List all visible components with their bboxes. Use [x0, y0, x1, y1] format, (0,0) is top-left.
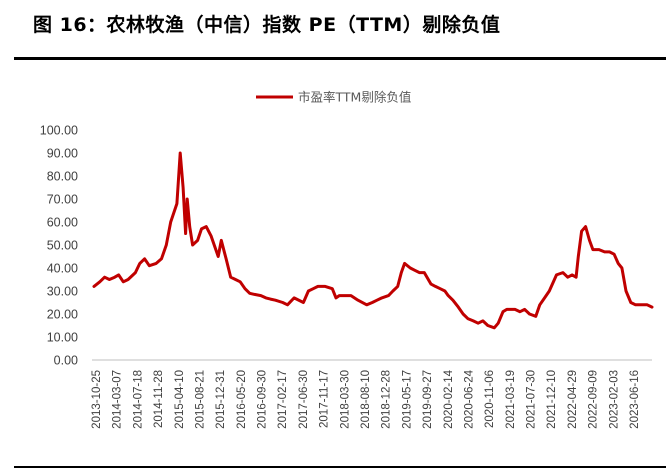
x-tick-label: 2018-03-30 — [339, 370, 351, 429]
x-tick-label: 2022-04-29 — [567, 370, 579, 429]
x-tick-label: 2020-02-14 — [443, 369, 455, 428]
x-tick-label: 2017-06-30 — [298, 370, 310, 429]
x-tick-label: 2014-07-18 — [132, 370, 144, 429]
x-tick-label: 2015-04-10 — [174, 370, 186, 429]
x-tick-label: 2023-02-03 — [608, 370, 620, 429]
y-tick-label: 30.00 — [47, 285, 78, 299]
y-tick-label: 80.00 — [47, 170, 78, 184]
y-tick-label: 100.00 — [40, 124, 78, 138]
x-tick-label: 2023-06-16 — [629, 370, 641, 429]
series-layer — [92, 151, 654, 330]
x-tick-label: 2014-03-07 — [112, 370, 124, 429]
x-axis: 2013-10-25 2014-03-07 2014-07-18 2014-11-28… — [91, 369, 641, 428]
x-tick-label: 2021-12-10 — [546, 370, 558, 429]
x-tick-label: 2022-09-09 — [588, 370, 600, 429]
y-tick-label: 40.00 — [47, 262, 78, 276]
x-tick-label: 2017-11-17 — [319, 370, 331, 428]
x-tick-label: 2015-12-31 — [215, 370, 227, 429]
y-axis: 0.00 10.00 20.00 30.00 40.00 50.00 60.00 70.00 8… — [40, 124, 78, 368]
y-tick-label: 70.00 — [47, 193, 78, 207]
y-tick-label: 10.00 — [47, 331, 78, 345]
legend-label-pe: 市盈率TTM剔除负值 — [298, 90, 411, 105]
bottom-rule — [14, 466, 666, 468]
x-tick-label: 2013-10-25 — [91, 370, 103, 429]
x-tick-label: 2020-11-06 — [484, 370, 496, 428]
x-tick-label: 2021-07-30 — [526, 370, 538, 429]
x-tick-label: 2019-09-27 — [422, 370, 434, 429]
x-tick-label: 2017-02-17 — [277, 370, 289, 429]
x-tick-label: 2018-08-10 — [360, 370, 372, 429]
x-tick-label: 2016-09-30 — [257, 370, 269, 429]
y-tick-label: 50.00 — [47, 239, 78, 253]
figure-title: 图 16：农林牧渔（中信）指数 PE（TTM）剔除负值 — [33, 14, 501, 36]
x-tick-label: 2018-12-28 — [381, 370, 393, 429]
y-tick-label: 0.00 — [54, 354, 78, 368]
x-tick-label: 2019-05-17 — [401, 370, 413, 429]
x-tick-label: 2014-11-28 — [153, 370, 165, 428]
top-rule — [14, 57, 666, 60]
series-line — [92, 151, 654, 330]
legend: 市盈率TTM剔除负值 — [256, 90, 411, 105]
x-tick-label: 2021-03-19 — [505, 370, 517, 429]
x-tick-label: 2016-05-20 — [236, 370, 248, 429]
x-tick-label: 2020-06-24 — [463, 369, 475, 428]
y-tick-label: 90.00 — [47, 147, 78, 161]
y-tick-label: 60.00 — [47, 216, 78, 230]
y-tick-label: 20.00 — [47, 308, 78, 322]
x-tick-label: 2015-08-21 — [194, 370, 206, 429]
